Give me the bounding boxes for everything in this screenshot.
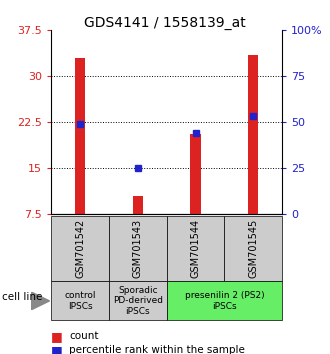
Text: percentile rank within the sample: percentile rank within the sample: [69, 346, 245, 354]
Text: GSM701542: GSM701542: [75, 219, 85, 278]
Text: count: count: [69, 331, 99, 341]
Text: Sporadic
PD-derived
iPSCs: Sporadic PD-derived iPSCs: [113, 286, 163, 316]
Text: GSM701544: GSM701544: [190, 219, 201, 278]
Text: control
IPSCs: control IPSCs: [64, 291, 96, 310]
Text: ■: ■: [51, 330, 63, 343]
Text: cell line: cell line: [2, 292, 42, 302]
Text: GDS4141 / 1558139_at: GDS4141 / 1558139_at: [84, 16, 246, 30]
Text: GSM701545: GSM701545: [248, 219, 258, 278]
Polygon shape: [31, 292, 50, 310]
Bar: [248, 55, 258, 214]
Text: GSM701543: GSM701543: [133, 219, 143, 278]
Bar: [133, 196, 143, 214]
Text: presenilin 2 (PS2)
iPSCs: presenilin 2 (PS2) iPSCs: [184, 291, 264, 310]
Bar: [190, 135, 201, 214]
Text: ■: ■: [51, 344, 63, 354]
Bar: [75, 58, 85, 214]
